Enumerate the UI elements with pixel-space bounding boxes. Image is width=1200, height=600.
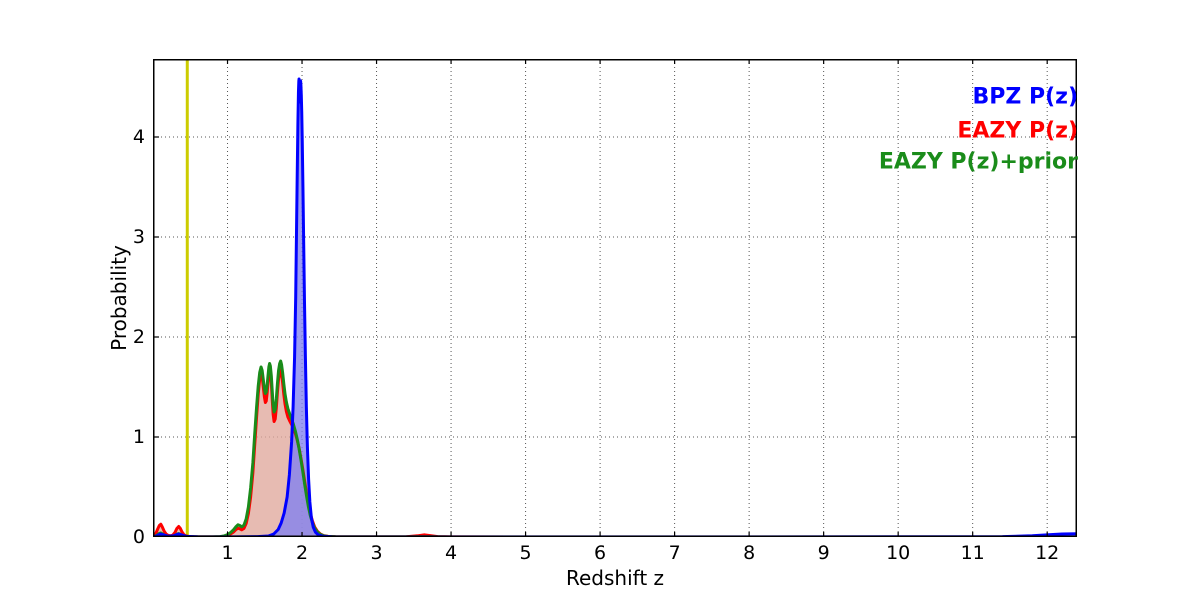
y-tick-4: 4 [132, 126, 145, 148]
x-axis-label: Redshift z [565, 566, 665, 590]
x-tick-8: 8 [743, 542, 756, 564]
x-tick-5: 5 [519, 542, 532, 564]
legend-entry-bpz: BPZ P(z) [972, 84, 1078, 110]
legend-entry-eazy: EAZY P(z) [957, 118, 1078, 144]
legend-entry-eazy-prior: EAZY P(z)+prior [878, 149, 1078, 175]
plot-svg [153, 59, 1077, 537]
x-tick-6: 6 [594, 542, 607, 564]
x-tick-3: 3 [370, 542, 383, 564]
x-tick-11: 11 [960, 542, 985, 564]
y-tick-0: 0 [132, 526, 145, 548]
plot-frame [153, 59, 1077, 537]
y-tick-1: 1 [132, 426, 145, 448]
y-tick-3: 3 [132, 226, 145, 248]
series-fills [153, 79, 1077, 537]
axis-ticks [153, 59, 1077, 537]
x-tick-7: 7 [668, 542, 681, 564]
x-tick-1: 1 [221, 542, 234, 564]
x-tick-12: 12 [1035, 542, 1060, 564]
plot-area [153, 59, 1077, 537]
x-tick-2: 2 [295, 542, 309, 564]
y-axis-label: Probability [107, 245, 131, 351]
x-tick-10: 10 [886, 542, 911, 564]
x-tick-4: 4 [445, 542, 458, 564]
x-tick-9: 9 [817, 542, 830, 564]
y-tick-2: 2 [132, 326, 145, 348]
